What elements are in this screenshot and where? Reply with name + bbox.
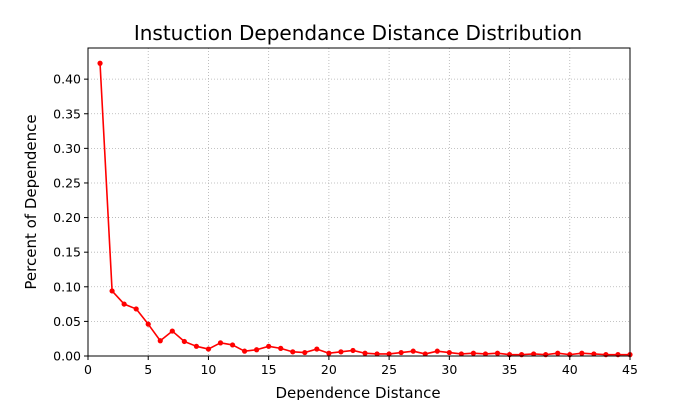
y-tick-label: 0.35 [53, 106, 81, 121]
data-point [434, 348, 440, 354]
x-tick-label: 10 [200, 362, 216, 377]
data-point [97, 60, 103, 66]
data-point [290, 349, 296, 355]
series-layer [97, 60, 633, 358]
data-point [326, 350, 332, 356]
data-point [121, 301, 127, 307]
axis-ticks: 0 5 10 15 20 25 30 35 40 45 0.00 0.05 0.10 0.15 0.20 0.… [53, 72, 638, 377]
y-tick-label: 0.00 [53, 349, 81, 364]
x-tick-label: 15 [261, 362, 277, 377]
data-point [205, 346, 212, 352]
y-tick-label: 0.20 [53, 210, 81, 225]
data-point [531, 351, 537, 357]
x-tick-label: 45 [622, 362, 638, 377]
y-tick-label: 0.15 [53, 245, 81, 260]
x-tick-label: 0 [84, 362, 92, 377]
data-point [446, 349, 452, 356]
plot-area-frame [87, 47, 631, 357]
data-point [109, 288, 115, 294]
y-tick-label: 0.40 [53, 72, 81, 87]
chart-title: Instuction Dependance Distance Distribut… [134, 21, 582, 45]
data-point [591, 351, 597, 357]
y-tick-label: 0.05 [53, 314, 81, 329]
data-point [241, 348, 248, 354]
data-point [410, 348, 416, 354]
data-point [133, 306, 139, 312]
y-tick-label: 0.30 [53, 141, 81, 156]
data-point [278, 345, 284, 351]
x-tick-label: 40 [562, 362, 578, 377]
data-point [555, 350, 561, 356]
grid [87, 48, 631, 357]
x-tick-label: 20 [321, 362, 337, 377]
series-line [99, 63, 630, 356]
data-point [362, 350, 368, 356]
data-point [193, 343, 199, 349]
data-point [181, 338, 187, 345]
data-point [338, 349, 344, 355]
data-point [458, 351, 464, 357]
data-point [350, 347, 356, 354]
data-point [482, 351, 489, 357]
data-point [470, 350, 477, 356]
data-point [169, 328, 175, 334]
x-tick-label: 5 [144, 362, 152, 377]
data-point [145, 321, 151, 327]
data-point [386, 351, 392, 357]
data-point [374, 351, 380, 357]
x-tick-label: 30 [441, 362, 457, 377]
data-point [229, 342, 236, 348]
data-point [422, 351, 428, 357]
data-point [314, 346, 320, 352]
data-point [398, 349, 404, 356]
data-point [494, 350, 501, 356]
data-point [254, 347, 260, 353]
data-point [579, 350, 585, 356]
y-tick-label: 0.25 [53, 175, 81, 190]
x-tick-label: 35 [502, 362, 518, 377]
x-axis-label: Dependence Distance [275, 384, 440, 400]
data-point [157, 338, 163, 344]
data-point [217, 340, 224, 346]
data-point [302, 349, 308, 356]
x-tick-label: 25 [381, 362, 397, 377]
y-tick-label: 0.10 [53, 279, 81, 294]
data-point [266, 343, 272, 349]
y-axis-label: Percent of Dependence [22, 114, 40, 289]
